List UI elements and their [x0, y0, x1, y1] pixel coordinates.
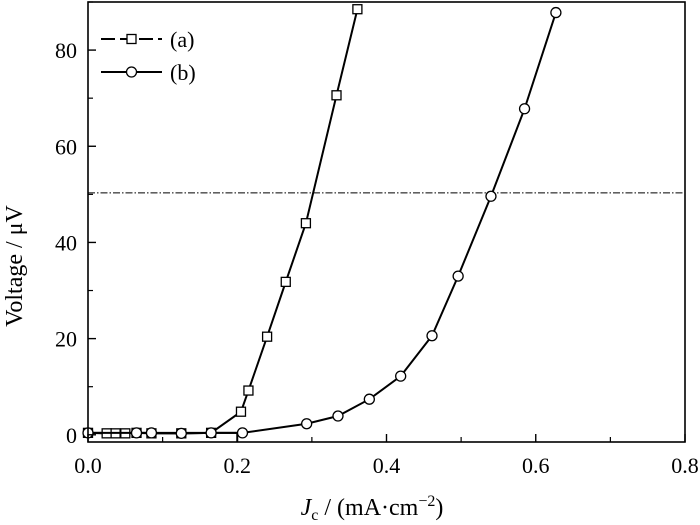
series-b-point — [205, 427, 217, 439]
x-axis-title-main: J — [301, 495, 313, 521]
series-a-point — [243, 385, 254, 396]
series-b-line — [88, 12, 557, 435]
legend-marker-b — [125, 66, 138, 78]
series-a-point — [261, 331, 273, 342]
series-b-point — [301, 418, 313, 430]
series-b-point — [363, 393, 375, 405]
y-tick-label: 60 — [55, 134, 77, 159]
series-a-point — [300, 218, 312, 229]
series-a-point — [280, 276, 291, 288]
series-b-point — [332, 410, 344, 422]
y-tick-label: 80 — [55, 38, 77, 63]
series-a-point — [352, 4, 363, 15]
legend-label-a: (a) — [170, 27, 194, 52]
y-tick-label: 0 — [66, 423, 77, 448]
y-axis-title: Voltage / μV — [2, 204, 28, 326]
series-b-point — [550, 6, 562, 19]
legend-marker-a — [126, 33, 137, 45]
legend-label-b: (b) — [170, 60, 196, 85]
series-b-point — [145, 427, 158, 439]
series-b-point — [452, 270, 464, 282]
x-axis-title-close: ) — [435, 495, 443, 521]
series-b-point — [518, 103, 531, 115]
x-tick-label: 0.8 — [671, 453, 699, 478]
x-tick-label: 0.0 — [74, 453, 102, 478]
series-b-point — [395, 370, 407, 382]
series-b-point — [426, 330, 438, 342]
x-axis-title: Jc / (mA·cm−2) — [301, 493, 444, 524]
x-tick-label: 0.2 — [224, 453, 252, 478]
legend: (a) (b) — [101, 27, 196, 85]
x-tick-label: 0.4 — [373, 453, 401, 478]
plot-layer: 0.0 0.2 0.4 0.6 0.8 0 20 40 60 80 (a) (b) — [55, 1, 699, 478]
x-axis-title-sub: c — [311, 507, 318, 524]
series-b-point — [130, 427, 143, 439]
series-b-point — [485, 190, 497, 202]
x-tick-label: 0.6 — [522, 453, 550, 478]
series-b-point — [175, 427, 187, 439]
series-a-point — [331, 90, 342, 101]
series-b-point — [236, 427, 249, 439]
y-tick-label: 40 — [55, 230, 77, 255]
series-a-point — [235, 406, 247, 417]
x-axis-title-rest: / (mA·cm — [318, 495, 418, 521]
x-axis-title-sup: −2 — [418, 493, 435, 510]
y-tick-label: 20 — [55, 327, 77, 352]
